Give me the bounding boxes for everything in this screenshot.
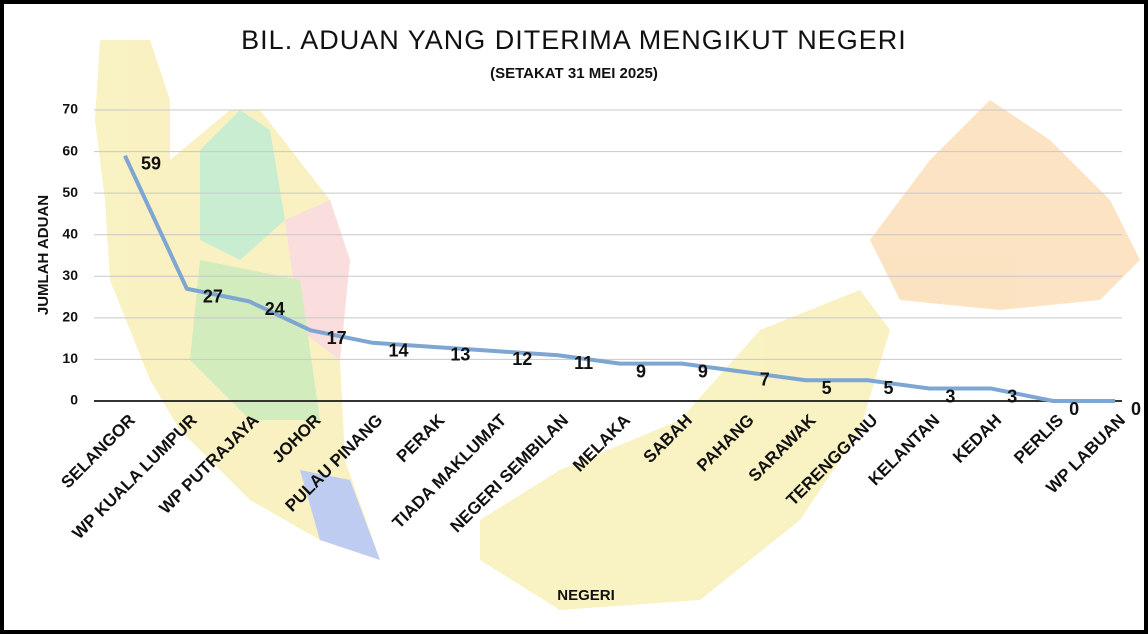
data-label: 11 <box>574 353 593 373</box>
data-label: 14 <box>388 341 408 361</box>
y-tick-label: 20 <box>62 309 78 325</box>
data-label: 3 <box>945 386 955 406</box>
x-axis-label: NEGERI <box>557 587 615 604</box>
data-label: 9 <box>698 361 708 381</box>
data-label: 9 <box>636 361 646 381</box>
data-label: 5 <box>884 378 894 398</box>
data-label: 12 <box>512 349 532 369</box>
data-label: 27 <box>203 287 223 307</box>
y-axis-label: JUMLAH ADUAN <box>35 195 52 315</box>
chart-title: BIL. ADUAN YANG DITERIMA MENGIKUT NEGERI <box>241 25 907 55</box>
data-label: 17 <box>327 328 347 348</box>
y-tick-label: 30 <box>62 267 78 283</box>
data-label: 3 <box>1007 386 1017 406</box>
data-label: 7 <box>760 370 770 390</box>
y-tick-label: 70 <box>62 101 78 117</box>
y-tick-label: 40 <box>62 225 78 241</box>
data-label: 5 <box>822 378 832 398</box>
data-label: 24 <box>265 299 285 319</box>
chart-subtitle: (SETAKAT 31 MEI 2025) <box>490 65 658 82</box>
data-label: 0 <box>1069 399 1079 419</box>
data-label: 13 <box>450 345 470 365</box>
data-line <box>123 154 1116 403</box>
data-label: 0 <box>1131 399 1141 419</box>
y-tick-label: 0 <box>70 392 78 408</box>
y-tick-label: 10 <box>62 350 78 366</box>
y-tick-label: 60 <box>62 142 78 158</box>
y-tick-label: 50 <box>62 184 78 200</box>
data-label: 59 <box>141 153 161 173</box>
